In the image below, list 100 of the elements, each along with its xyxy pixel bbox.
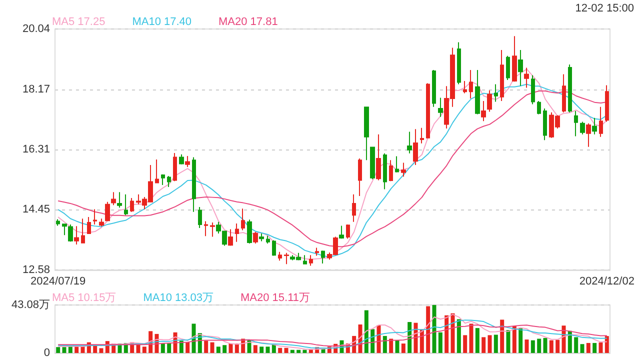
bar xyxy=(518,328,523,353)
bar xyxy=(580,344,584,353)
candlestick xyxy=(56,218,60,226)
candlestick xyxy=(81,218,85,244)
bar xyxy=(488,335,492,353)
candlestick xyxy=(179,154,184,165)
candlestick xyxy=(117,192,122,208)
candlestick xyxy=(605,84,609,122)
candlestick xyxy=(475,70,480,115)
candlestick xyxy=(185,155,190,168)
bar xyxy=(167,344,172,353)
candlestick xyxy=(432,70,436,108)
candlestick xyxy=(210,222,215,238)
bar xyxy=(290,350,294,353)
candlestick xyxy=(438,97,443,118)
y-tick-label: 0 xyxy=(44,347,50,359)
candlestick xyxy=(321,250,325,264)
candlestick xyxy=(173,152,177,182)
bar xyxy=(302,350,307,353)
bar xyxy=(80,346,85,353)
bar xyxy=(266,346,270,353)
candlestick xyxy=(167,175,171,188)
candlestick xyxy=(518,50,523,86)
y-tick-label: 12.58 xyxy=(22,264,50,276)
candlestick xyxy=(284,252,289,265)
candlestick xyxy=(303,254,307,264)
y-tick-label: 20.04 xyxy=(22,23,50,35)
candlestick xyxy=(111,192,116,206)
candlestick xyxy=(506,55,510,81)
candlestick xyxy=(420,127,424,144)
candlestick xyxy=(315,247,319,256)
candlestick xyxy=(568,64,572,113)
candlestick xyxy=(537,100,541,115)
bar xyxy=(382,336,387,353)
bar xyxy=(450,313,455,353)
candlestick xyxy=(161,174,165,186)
line-series xyxy=(58,324,608,347)
x-tick-label: 2024/12/02 xyxy=(579,276,634,288)
bar xyxy=(186,342,190,353)
bar xyxy=(469,324,474,353)
bar xyxy=(426,306,430,353)
candlestick xyxy=(339,225,344,240)
candlestick xyxy=(370,146,375,180)
candlestick xyxy=(247,219,252,244)
candlestick xyxy=(155,159,159,184)
bar xyxy=(463,335,468,353)
bar xyxy=(568,330,572,353)
bar xyxy=(253,345,258,353)
candlestick xyxy=(346,224,350,240)
candlestick xyxy=(278,251,282,262)
bar xyxy=(296,350,301,353)
candlestick xyxy=(413,128,418,166)
line-series xyxy=(58,320,608,349)
y-tick-label: 18.17 xyxy=(22,83,50,96)
candlestick xyxy=(407,131,412,154)
bar xyxy=(475,328,480,353)
candlestick xyxy=(130,197,134,212)
bar xyxy=(537,338,542,353)
candlestick xyxy=(93,208,97,225)
bar xyxy=(216,346,220,353)
text: MA5 10.15万 xyxy=(52,292,116,304)
candlestick xyxy=(426,82,430,138)
candlestick xyxy=(586,122,591,148)
bar xyxy=(192,324,196,353)
bar xyxy=(598,342,603,353)
text: MA20 15.11万 xyxy=(240,292,310,304)
candlestick xyxy=(364,106,369,161)
candlestick xyxy=(457,42,461,85)
bar xyxy=(160,344,165,353)
bar xyxy=(210,342,214,353)
text: MA20 17.81 xyxy=(218,16,278,28)
candlestick xyxy=(531,74,535,105)
text: MA10 17.40 xyxy=(132,16,192,28)
candlestick xyxy=(574,110,578,137)
bar xyxy=(592,342,597,353)
candlestick xyxy=(512,36,517,82)
text: 12-02 15:00 xyxy=(575,2,634,14)
candlestick xyxy=(500,50,504,102)
bar xyxy=(556,340,560,353)
candlestick xyxy=(241,208,245,231)
candlestick xyxy=(599,106,603,138)
candlestick xyxy=(494,84,498,102)
bar xyxy=(524,340,529,353)
bar xyxy=(364,310,368,353)
y-tick-label: 43.08万 xyxy=(11,299,50,311)
candlestick xyxy=(266,235,270,244)
candlestick xyxy=(235,222,239,242)
candlestick xyxy=(253,231,258,244)
bar xyxy=(401,344,406,353)
bar xyxy=(99,348,104,353)
candlestick xyxy=(592,117,597,135)
candlestick xyxy=(99,218,104,227)
candlestick xyxy=(352,194,356,222)
bar xyxy=(438,332,442,353)
candlestick xyxy=(358,158,362,197)
bar xyxy=(506,330,510,353)
candlestick xyxy=(309,254,313,266)
candlestick xyxy=(228,228,233,246)
x-tick-label: 2024/07/19 xyxy=(30,276,86,288)
bar xyxy=(376,325,381,353)
